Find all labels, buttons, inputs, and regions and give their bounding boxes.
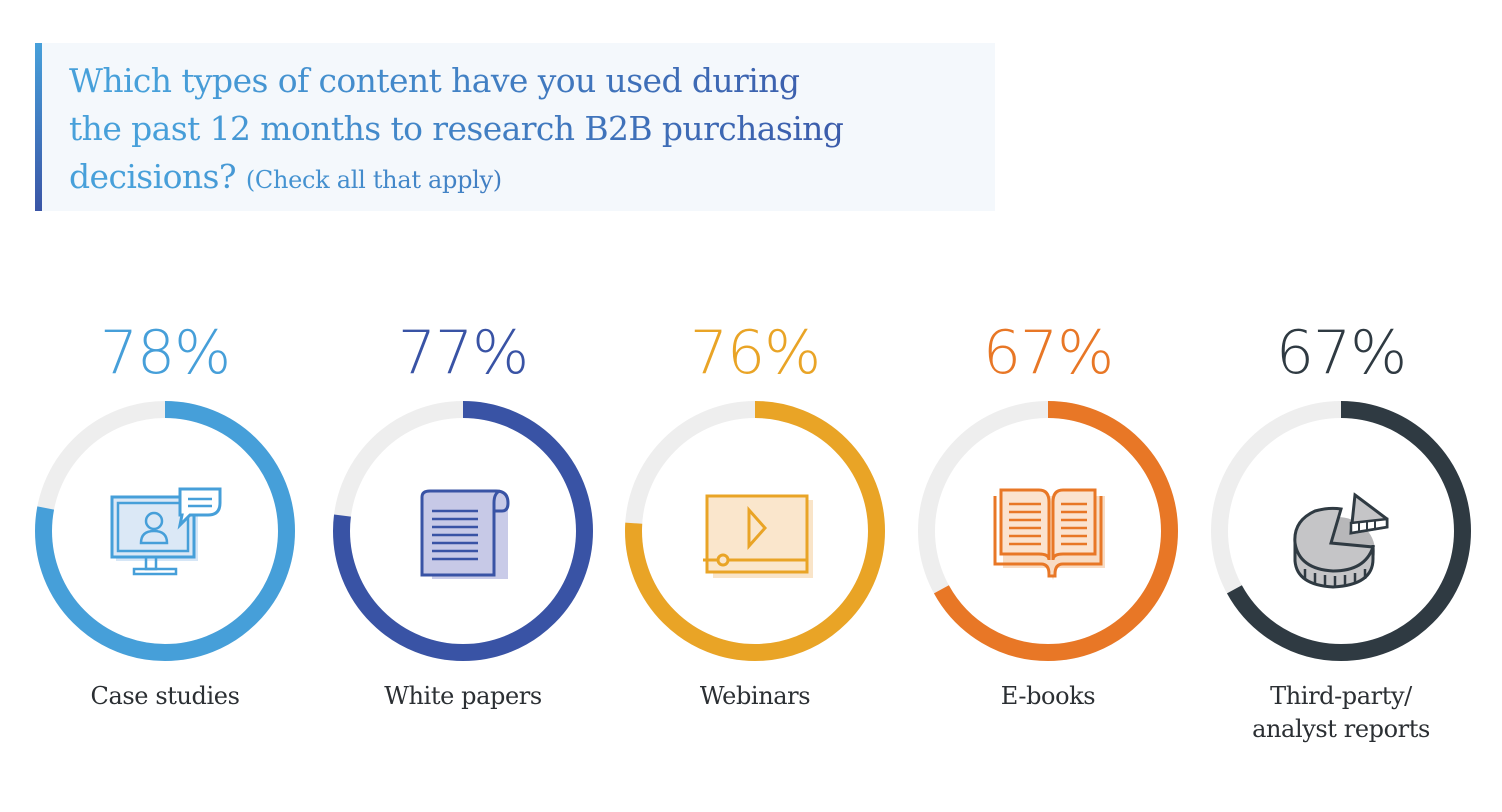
pie-chart-icon — [1293, 492, 1389, 589]
category-label: White papers — [318, 680, 608, 713]
category-label: E-books — [903, 680, 1193, 713]
question-line-1: Which types of content have you used dur… — [69, 61, 800, 100]
percent-value: 76% — [689, 318, 821, 388]
question-line-3: decisions? — [69, 157, 236, 196]
label-line-1: Webinars — [699, 682, 811, 710]
donut-ring — [1211, 401, 1471, 661]
question-title: Which types of content have you used dur… — [69, 57, 949, 204]
donut-ring — [918, 401, 1178, 661]
percent-value: 78% — [99, 318, 231, 388]
video-player-icon — [703, 494, 813, 578]
donut-ring — [35, 401, 295, 661]
question-line-2: the past 12 months to research B2B purch… — [69, 109, 844, 148]
label-line-1: Case studies — [90, 682, 240, 710]
label-line-2: analyst reports — [1252, 715, 1430, 743]
percent-value: 77% — [397, 318, 529, 388]
document-scroll-icon — [420, 489, 510, 579]
donut-ring — [625, 401, 885, 661]
category-label: Third-party/ analyst reports — [1196, 680, 1486, 746]
donut-ring — [333, 401, 593, 661]
question-note: (Check all that apply) — [245, 166, 502, 194]
label-line-1: Third-party/ — [1270, 682, 1412, 710]
question-box: Which types of content have you used dur… — [35, 43, 995, 211]
percent-value: 67% — [982, 318, 1114, 388]
monitor-chat-icon — [110, 487, 222, 576]
category-label: Case studies — [20, 680, 310, 713]
open-book-icon — [993, 488, 1105, 580]
percent-value: 67% — [1275, 318, 1407, 388]
question-accent-bar — [35, 43, 42, 211]
label-line-1: White papers — [384, 682, 542, 710]
label-line-1: E-books — [1000, 682, 1096, 710]
category-label: Webinars — [610, 680, 900, 713]
